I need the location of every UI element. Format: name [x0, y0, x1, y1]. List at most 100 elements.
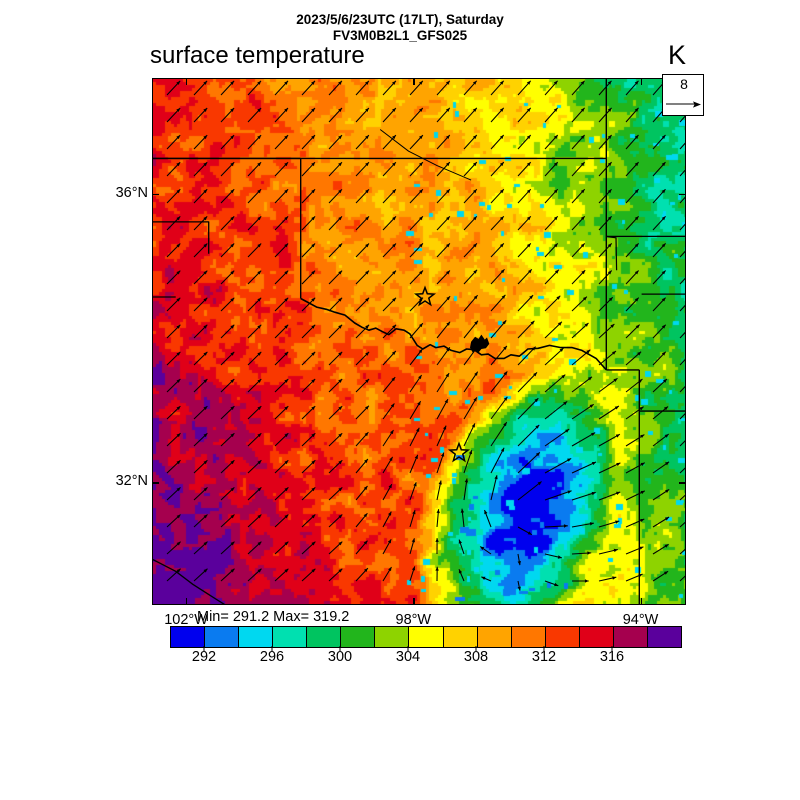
wind-vector-head [607, 243, 612, 248]
wind-vector-head [664, 544, 669, 548]
wind-vector-head [473, 397, 477, 402]
map-plot-area[interactable] [152, 78, 686, 605]
wind-vector-head [311, 216, 316, 221]
wind-vector-head [500, 447, 505, 452]
wind-vector-head [557, 321, 562, 326]
wind-vector-head [411, 566, 416, 571]
wind-vector-head [388, 484, 392, 489]
wind-vector-head [612, 576, 617, 580]
wind-vector [544, 347, 564, 366]
wind-vector-head [311, 406, 316, 410]
wind-vector-head [365, 379, 370, 383]
wind-vector-head [338, 243, 343, 248]
wind-vector-head [176, 351, 181, 356]
lon-label-94w: 94°W [622, 612, 659, 628]
wind-vector-head [284, 379, 289, 383]
wind-legend-value: 8 [680, 76, 688, 92]
wind-vector-head [230, 135, 235, 140]
wind-vector [598, 405, 620, 420]
wind-vector-head [176, 406, 181, 410]
wind-vector-head [392, 108, 396, 112]
wind-vector-head [365, 135, 369, 139]
colorbar-segment [239, 627, 274, 647]
wind-vector-head [203, 108, 208, 112]
wind-vector-head [284, 216, 289, 221]
wind-vector-head [284, 514, 289, 519]
wind-vector-head [526, 107, 531, 112]
wind-vector-head [528, 269, 532, 274]
wind-vector [598, 377, 618, 393]
wind-vector-head [556, 295, 561, 300]
wind-vector [598, 433, 621, 447]
wind-vector-head [284, 568, 289, 573]
wind-vector-head [607, 135, 612, 139]
wind-vector-head [338, 80, 342, 85]
wind-vector-head [203, 541, 208, 546]
wind-vector-head [661, 162, 666, 167]
wind-vector-head [607, 189, 612, 194]
colorbar-tick-label: 316 [599, 649, 625, 665]
wind-vector-head [389, 456, 393, 462]
axis-tick [640, 598, 642, 605]
wind-vector-head [446, 162, 450, 167]
wind-vector [463, 345, 479, 366]
wind-vector-head [338, 189, 342, 194]
wind-vector-head [440, 452, 445, 457]
wind-vector-head [661, 297, 666, 302]
wind-vector-head [419, 135, 423, 139]
wind-vector [571, 432, 596, 447]
wind-vector-head [230, 406, 235, 410]
wind-vector-head [257, 243, 262, 248]
wind-vector-head [338, 351, 343, 356]
wind-vector-head [661, 189, 666, 194]
wind-vector-head [176, 135, 181, 140]
colorbar-tick-label: 296 [259, 649, 285, 665]
wind-vector-head [608, 297, 613, 302]
wind-vector-head [526, 135, 531, 139]
axis-tick [152, 193, 159, 195]
wind-vector-head [390, 430, 394, 435]
colorbar[interactable] [170, 626, 682, 648]
wind-vector-head [473, 243, 477, 248]
wind-vector-head [663, 379, 667, 383]
wind-vector [517, 320, 535, 339]
wind-vector-head [203, 162, 208, 167]
wind-vector-head [230, 568, 235, 573]
wind-vector-head [661, 216, 666, 221]
wind-vector-head [284, 324, 289, 329]
wind-vector-head [530, 320, 535, 325]
wind-vector-head [284, 108, 288, 112]
wind-vector-head [503, 422, 507, 427]
wind-vector-head [311, 487, 316, 492]
wind-vector-head [176, 460, 181, 465]
wind-vector-head [503, 396, 508, 401]
wind-vector-head [311, 433, 316, 438]
wind-vector-head [664, 517, 670, 521]
wind-vector-head [567, 490, 572, 494]
map-overlays [153, 79, 685, 604]
wind-vector-head [203, 568, 208, 573]
colorbar-segment [307, 627, 342, 647]
wind-vector-head [533, 372, 537, 377]
model-run-title: FV3M0B2L1_GFS025 [332, 28, 468, 43]
wind-vector-head [460, 508, 465, 513]
wind-vector-head [311, 460, 316, 465]
wind-vector [490, 421, 508, 447]
wind-vector-head [607, 162, 612, 167]
wind-vector-head [638, 379, 643, 383]
lake-polygon [470, 334, 490, 354]
axis-tick [679, 482, 686, 484]
colorbar-segment [613, 627, 648, 647]
axis-tick [152, 482, 159, 484]
wind-vector-head [284, 433, 289, 438]
wind-vector [544, 321, 563, 339]
wind-vector-head [534, 398, 539, 403]
station-star-north [413, 285, 437, 307]
wind-vector-head [591, 491, 596, 496]
wind-vector-head [392, 162, 396, 167]
wind-vector-head [484, 510, 488, 515]
wind-vector-head [615, 520, 620, 524]
wind-vector-head [338, 108, 342, 112]
wind-vector-head [499, 107, 504, 112]
wind-vector-head [176, 216, 181, 221]
